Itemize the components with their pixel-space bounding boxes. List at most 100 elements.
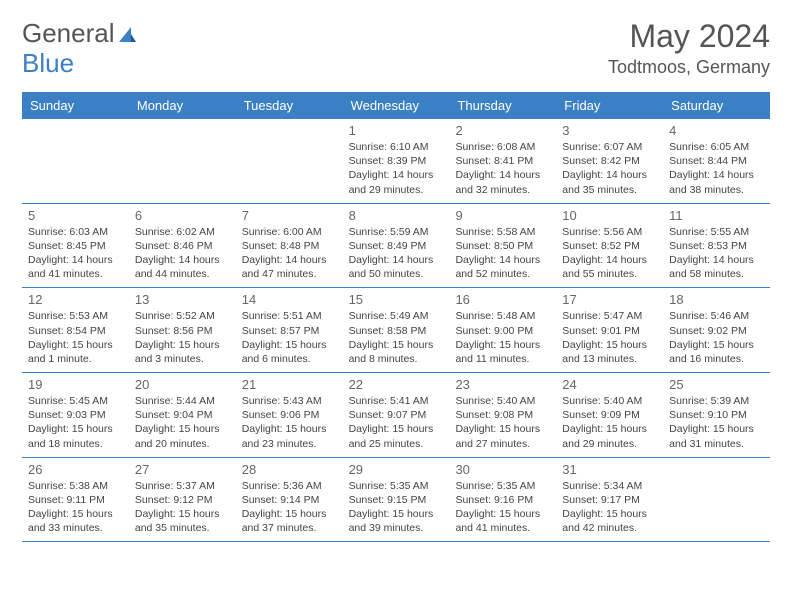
- sunrise-text: Sunrise: 5:55 AM: [669, 225, 763, 239]
- daylight-text-2: and 8 minutes.: [349, 352, 443, 366]
- sunset-text: Sunset: 9:01 PM: [562, 324, 656, 338]
- sunrise-text: Sunrise: 6:05 AM: [669, 140, 763, 154]
- day-number: 18: [669, 292, 763, 307]
- day-info: Sunrise: 5:46 AMSunset: 9:02 PMDaylight:…: [669, 309, 763, 366]
- sunset-text: Sunset: 8:58 PM: [349, 324, 443, 338]
- weekday-wednesday: Wednesday: [343, 92, 450, 119]
- day-cell: 21Sunrise: 5:43 AMSunset: 9:06 PMDayligh…: [236, 373, 343, 457]
- day-info: Sunrise: 5:55 AMSunset: 8:53 PMDaylight:…: [669, 225, 763, 282]
- day-info: Sunrise: 5:41 AMSunset: 9:07 PMDaylight:…: [349, 394, 443, 451]
- daylight-text-2: and 6 minutes.: [242, 352, 336, 366]
- location: Todtmoos, Germany: [608, 57, 770, 78]
- day-number: 6: [135, 208, 229, 223]
- sunset-text: Sunset: 9:02 PM: [669, 324, 763, 338]
- day-cell: [22, 119, 129, 203]
- sunset-text: Sunset: 9:12 PM: [135, 493, 229, 507]
- sunset-text: Sunset: 8:46 PM: [135, 239, 229, 253]
- daylight-text-1: Daylight: 15 hours: [135, 422, 229, 436]
- daylight-text-2: and 52 minutes.: [455, 267, 549, 281]
- sunset-text: Sunset: 8:52 PM: [562, 239, 656, 253]
- day-number: 25: [669, 377, 763, 392]
- daylight-text-2: and 55 minutes.: [562, 267, 656, 281]
- sunrise-text: Sunrise: 5:43 AM: [242, 394, 336, 408]
- daylight-text-1: Daylight: 14 hours: [28, 253, 122, 267]
- day-cell: 26Sunrise: 5:38 AMSunset: 9:11 PMDayligh…: [22, 458, 129, 542]
- sunrise-text: Sunrise: 5:59 AM: [349, 225, 443, 239]
- day-info: Sunrise: 5:56 AMSunset: 8:52 PMDaylight:…: [562, 225, 656, 282]
- sunrise-text: Sunrise: 5:53 AM: [28, 309, 122, 323]
- daylight-text-2: and 32 minutes.: [455, 183, 549, 197]
- daylight-text-1: Daylight: 14 hours: [349, 253, 443, 267]
- sunset-text: Sunset: 9:17 PM: [562, 493, 656, 507]
- daylight-text-2: and 1 minute.: [28, 352, 122, 366]
- day-cell: 5Sunrise: 6:03 AMSunset: 8:45 PMDaylight…: [22, 204, 129, 288]
- day-cell: 14Sunrise: 5:51 AMSunset: 8:57 PMDayligh…: [236, 288, 343, 372]
- logo-text-2: Blue: [22, 48, 74, 79]
- sunrise-text: Sunrise: 5:51 AM: [242, 309, 336, 323]
- sunrise-text: Sunrise: 5:35 AM: [455, 479, 549, 493]
- day-number: 3: [562, 123, 656, 138]
- day-cell: 29Sunrise: 5:35 AMSunset: 9:15 PMDayligh…: [343, 458, 450, 542]
- day-number: 8: [349, 208, 443, 223]
- sunset-text: Sunset: 9:14 PM: [242, 493, 336, 507]
- daylight-text-1: Daylight: 15 hours: [562, 422, 656, 436]
- day-cell: 20Sunrise: 5:44 AMSunset: 9:04 PMDayligh…: [129, 373, 236, 457]
- day-number: 24: [562, 377, 656, 392]
- day-info: Sunrise: 5:45 AMSunset: 9:03 PMDaylight:…: [28, 394, 122, 451]
- sunrise-text: Sunrise: 5:47 AM: [562, 309, 656, 323]
- day-info: Sunrise: 5:37 AMSunset: 9:12 PMDaylight:…: [135, 479, 229, 536]
- day-cell: 12Sunrise: 5:53 AMSunset: 8:54 PMDayligh…: [22, 288, 129, 372]
- day-info: Sunrise: 5:40 AMSunset: 9:08 PMDaylight:…: [455, 394, 549, 451]
- weekday-thursday: Thursday: [449, 92, 556, 119]
- week-row: 5Sunrise: 6:03 AMSunset: 8:45 PMDaylight…: [22, 204, 770, 289]
- daylight-text-2: and 29 minutes.: [349, 183, 443, 197]
- day-cell: [663, 458, 770, 542]
- sunset-text: Sunset: 8:53 PM: [669, 239, 763, 253]
- day-number: 12: [28, 292, 122, 307]
- weekday-saturday: Saturday: [663, 92, 770, 119]
- sunset-text: Sunset: 9:00 PM: [455, 324, 549, 338]
- day-cell: 10Sunrise: 5:56 AMSunset: 8:52 PMDayligh…: [556, 204, 663, 288]
- daylight-text-2: and 20 minutes.: [135, 437, 229, 451]
- daylight-text-2: and 37 minutes.: [242, 521, 336, 535]
- sunset-text: Sunset: 8:41 PM: [455, 154, 549, 168]
- day-cell: 6 Sunrise: 6:02 AMSunset: 8:46 PMDaylight…: [129, 204, 236, 288]
- daylight-text-1: Daylight: 15 hours: [669, 422, 763, 436]
- day-cell: 7Sunrise: 6:00 AMSunset: 8:48 PMDaylight…: [236, 204, 343, 288]
- daylight-text-1: Daylight: 15 hours: [455, 422, 549, 436]
- sunset-text: Sunset: 9:08 PM: [455, 408, 549, 422]
- sunset-text: Sunset: 9:04 PM: [135, 408, 229, 422]
- sunrise-text: Sunrise: 6:07 AM: [562, 140, 656, 154]
- day-number: 4: [669, 123, 763, 138]
- day-info: Sunrise: 5:35 AMSunset: 9:15 PMDaylight:…: [349, 479, 443, 536]
- sunset-text: Sunset: 8:44 PM: [669, 154, 763, 168]
- day-number: 17: [562, 292, 656, 307]
- daylight-text-2: and 25 minutes.: [349, 437, 443, 451]
- daylight-text-1: Daylight: 15 hours: [562, 507, 656, 521]
- day-cell: 17Sunrise: 5:47 AMSunset: 9:01 PMDayligh…: [556, 288, 663, 372]
- week-row: 26Sunrise: 5:38 AMSunset: 9:11 PMDayligh…: [22, 458, 770, 543]
- daylight-text-1: Daylight: 15 hours: [242, 507, 336, 521]
- daylight-text-2: and 3 minutes.: [135, 352, 229, 366]
- day-info: Sunrise: 6:00 AMSunset: 8:48 PMDaylight:…: [242, 225, 336, 282]
- day-number: 15: [349, 292, 443, 307]
- day-cell: 25Sunrise: 5:39 AMSunset: 9:10 PMDayligh…: [663, 373, 770, 457]
- sunrise-text: Sunrise: 5:58 AM: [455, 225, 549, 239]
- weekday-sunday: Sunday: [22, 92, 129, 119]
- day-info: Sunrise: 5:38 AMSunset: 9:11 PMDaylight:…: [28, 479, 122, 536]
- sunset-text: Sunset: 8:45 PM: [28, 239, 122, 253]
- daylight-text-2: and 11 minutes.: [455, 352, 549, 366]
- day-info: Sunrise: 5:40 AMSunset: 9:09 PMDaylight:…: [562, 394, 656, 451]
- sunrise-text: Sunrise: 5:48 AM: [455, 309, 549, 323]
- daylight-text-1: Daylight: 15 hours: [242, 338, 336, 352]
- sunrise-text: Sunrise: 5:56 AM: [562, 225, 656, 239]
- sunrise-text: Sunrise: 5:38 AM: [28, 479, 122, 493]
- daylight-text-2: and 33 minutes.: [28, 521, 122, 535]
- day-info: Sunrise: 5:59 AMSunset: 8:49 PMDaylight:…: [349, 225, 443, 282]
- day-info: Sunrise: 5:35 AMSunset: 9:16 PMDaylight:…: [455, 479, 549, 536]
- sunrise-text: Sunrise: 5:46 AM: [669, 309, 763, 323]
- day-cell: 28Sunrise: 5:36 AMSunset: 9:14 PMDayligh…: [236, 458, 343, 542]
- sunset-text: Sunset: 9:03 PM: [28, 408, 122, 422]
- day-info: Sunrise: 6:02 AMSunset: 8:46 PMDaylight:…: [135, 225, 229, 282]
- day-info: Sunrise: 6:07 AMSunset: 8:42 PMDaylight:…: [562, 140, 656, 197]
